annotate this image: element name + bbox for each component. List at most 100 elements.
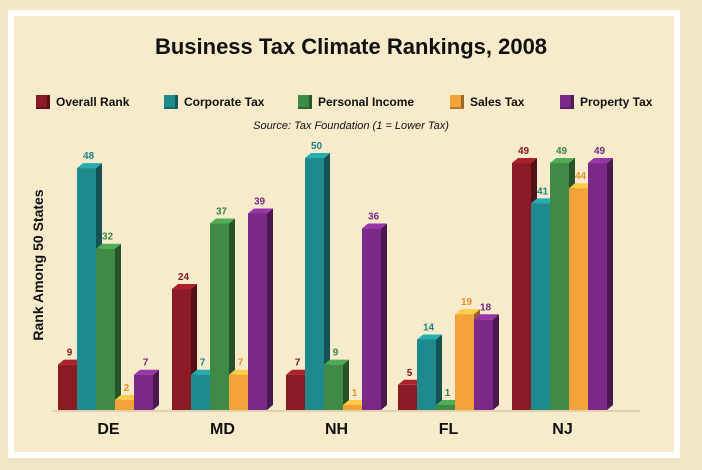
bar-top [248,208,273,214]
bar [115,399,134,410]
bar-side [343,359,349,410]
bar [305,158,324,410]
bar-top [512,158,537,164]
bar-top [324,359,349,365]
bar [588,163,607,410]
legend-label: Personal Income [318,95,415,109]
legend-label: Property Tax [580,95,653,109]
data-label: 9 [67,348,73,359]
data-label: 49 [518,146,530,157]
bar [96,248,115,410]
bar-top [229,369,254,375]
bar-top [210,218,235,224]
bar [229,374,248,410]
data-label: 37 [216,207,228,218]
x-tick-label: FL [439,421,459,438]
bar-side [115,243,121,410]
bar [134,374,153,410]
bar-top [115,394,140,400]
bar-top [77,163,102,169]
bar-top [96,243,121,249]
chart-legend: Overall Rank Corporate Tax Personal Inco… [36,95,682,115]
bar [569,188,588,410]
bar-side [267,208,273,410]
bar-side [153,369,159,410]
legend-item-corporate-tax: Corporate Tax [164,95,264,109]
x-tick-label: MD [210,421,235,438]
legend-swatch [36,95,50,109]
data-label: 1 [445,388,451,399]
bar [77,168,96,410]
bar-top [343,399,368,405]
bar-top [531,198,556,204]
bar [531,203,550,410]
legend-item-overall-rank: Overall Rank [36,95,129,109]
bar [474,319,493,410]
bar-side [436,334,442,410]
bar [324,364,343,410]
data-label: 2 [124,383,130,394]
legend-swatch [560,95,574,109]
bar [512,163,531,410]
bar-side [324,153,330,410]
data-label: 7 [200,358,206,369]
bar-side [607,158,613,410]
legend-item-sales-tax: Sales Tax [450,95,524,109]
bar-top [398,379,423,385]
bar [172,289,191,410]
data-label: 7 [238,358,244,369]
bar-side [381,223,387,410]
legend-label: Overall Rank [56,95,130,109]
legend-label: Sales Tax [470,95,525,109]
bar-top [286,369,311,375]
legend-swatch [164,95,178,109]
data-label: 50 [311,141,323,152]
bar-top [172,284,197,290]
bar [550,163,569,410]
data-label: 7 [143,358,149,369]
bar-top [569,183,594,189]
legend-item-property-tax: Property Tax [560,95,652,109]
bar-top [362,223,387,229]
bar-top [191,369,216,375]
bar-side [229,218,235,410]
data-label: 48 [83,151,95,162]
x-tick-label: NH [325,421,348,438]
x-tick-label: NJ [552,421,572,438]
bar [210,223,229,410]
bar-side [493,314,499,410]
data-label: 32 [102,232,114,243]
bar-top [588,158,613,164]
data-label: 1 [352,388,358,399]
bar-top [474,314,499,320]
bar-top [305,153,330,158]
chart-title: Business Tax Climate Rankings, 2008 [154,34,548,59]
bar [417,339,436,410]
data-label: 24 [178,272,190,283]
legend-swatch [450,95,464,109]
data-label: 14 [423,322,435,333]
bar [286,374,305,410]
bar-top [550,158,575,164]
bar [191,374,210,410]
bar-top [134,369,159,375]
bar [455,314,474,410]
legend-swatch [298,95,312,109]
chart-source-note: Source: Tax Foundation (1 = Lower Tax) [253,120,449,132]
data-label: 36 [368,212,380,223]
bar [398,384,417,410]
legend-item-personal-income: Personal Income [298,95,414,109]
data-label: 19 [461,297,473,308]
data-label: 49 [594,146,606,157]
bar [58,364,77,410]
bar-top [436,399,461,405]
x-tick-label: DE [97,421,120,438]
data-label: 7 [295,358,301,369]
bar-top [58,359,83,365]
data-label: 5 [407,368,413,379]
bar [343,404,362,410]
data-label: 41 [537,186,549,197]
data-label: 9 [333,348,339,359]
bar [248,213,267,410]
